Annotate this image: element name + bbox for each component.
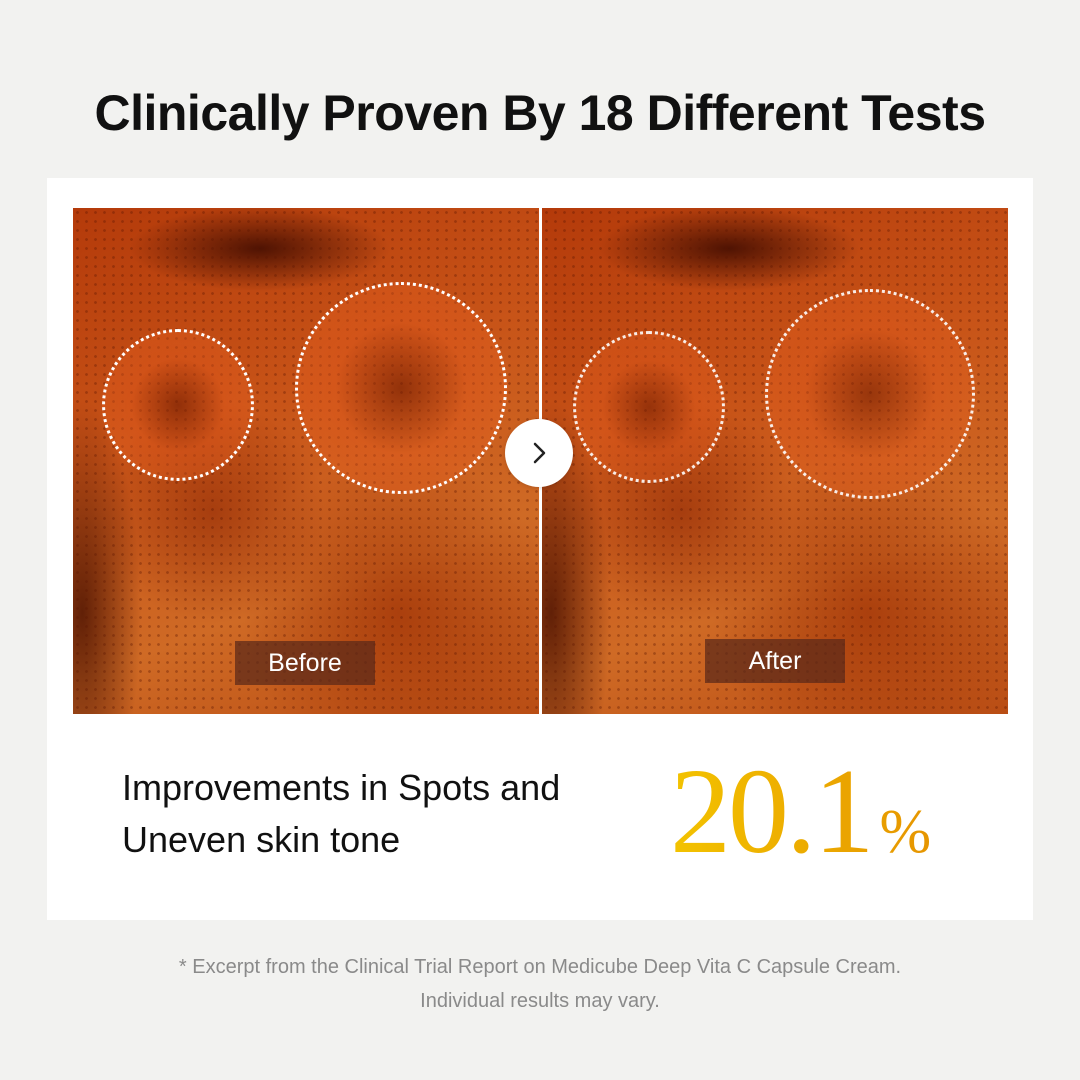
result-description: Improvements in Spots and Uneven skin to… <box>122 762 560 866</box>
after-label: After <box>705 639 845 683</box>
page-title: Clinically Proven By 18 Different Tests <box>94 85 987 141</box>
result-description-line1: Improvements in Spots and <box>122 767 561 808</box>
after-spot-circle-large <box>765 289 975 499</box>
compare-arrow-button[interactable] <box>505 419 573 487</box>
footnote: * Excerpt from the Clinical Trial Report… <box>0 950 1080 1018</box>
footnote-line2: Individual results may vary. <box>420 990 660 1012</box>
chevron-right-icon <box>533 442 546 464</box>
percentage-value: 20.1 <box>670 744 872 879</box>
after-spot-circle-small <box>573 331 725 483</box>
result-description-line2: Uneven skin tone <box>122 819 401 860</box>
before-spot-circle-small <box>102 329 254 481</box>
before-spot-circle-large <box>295 282 507 494</box>
improvement-percentage: 20.1% <box>670 742 931 882</box>
footnote-line1: * Excerpt from the Clinical Trial Report… <box>178 956 902 978</box>
before-label: Before <box>235 641 375 685</box>
percentage-unit: % <box>879 798 932 866</box>
